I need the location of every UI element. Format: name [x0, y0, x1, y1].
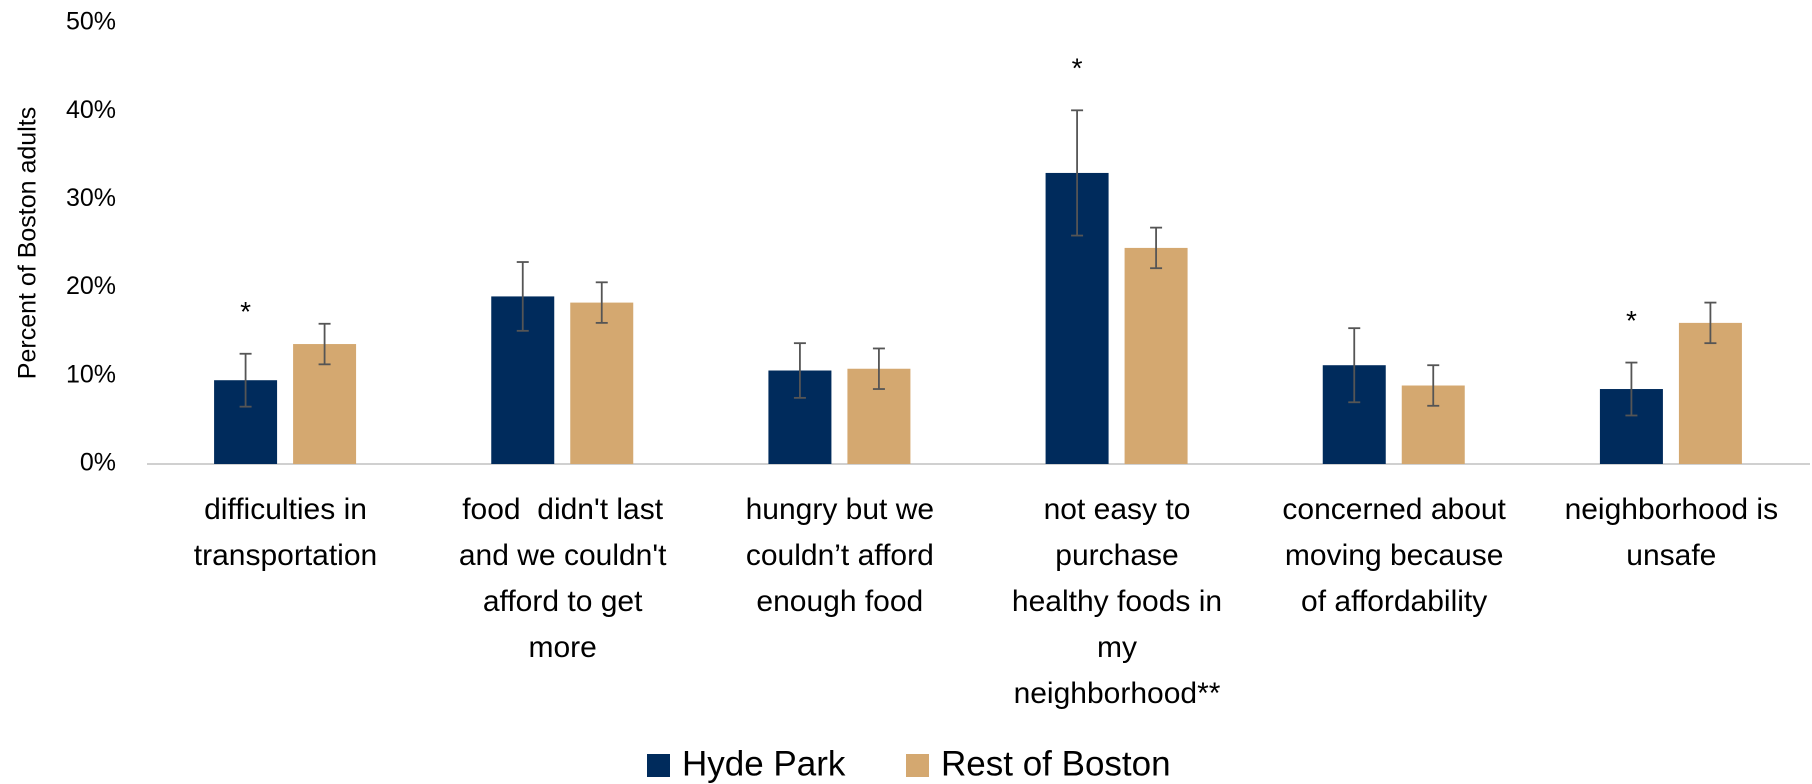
x-tick-label: hungry but we couldn’t afford enough foo… — [745, 493, 935, 618]
legend-label: Hyde Park — [682, 744, 846, 783]
error-bar — [1348, 327, 1361, 404]
annotation: * — [1072, 53, 1083, 84]
error-bar — [1427, 364, 1440, 407]
error-bar — [1625, 361, 1638, 417]
error-bar — [1704, 301, 1717, 345]
y-axis-label: Percent of Boston adults — [14, 107, 42, 379]
error-bar — [793, 342, 806, 399]
x-tick-label: food didn't last and we couldn't afford … — [458, 493, 667, 664]
error-bar — [1150, 226, 1163, 270]
error-bar — [516, 261, 529, 332]
error-bar — [872, 347, 885, 390]
legend-swatch — [906, 754, 929, 777]
y-tick-label: 40% — [66, 96, 116, 124]
error-bar — [318, 322, 331, 366]
bar — [1124, 247, 1188, 464]
annotation: * — [1626, 305, 1637, 336]
x-tick-label: not easy to purchase healthy foods in my… — [1011, 493, 1223, 710]
bar — [570, 302, 634, 464]
x-tick-label: difficulties in transportation — [193, 493, 378, 572]
x-tick-label: concerned about moving because of afford… — [1282, 493, 1506, 618]
annotation: * — [240, 296, 251, 327]
y-tick-label: 50% — [66, 8, 116, 36]
error-bar — [1071, 109, 1084, 237]
error-bar — [239, 352, 252, 408]
y-tick-label: 10% — [66, 360, 116, 388]
y-tick-label: 30% — [66, 184, 116, 212]
y-tick-label: 0% — [80, 449, 116, 477]
legend-label: Rest of Boston — [941, 744, 1171, 783]
y-tick-label: 20% — [66, 272, 116, 300]
x-tick-label: neighborhood is unsafe — [1564, 493, 1779, 572]
bar — [1678, 322, 1742, 464]
error-bar — [595, 281, 608, 324]
legend-swatch — [647, 754, 670, 777]
